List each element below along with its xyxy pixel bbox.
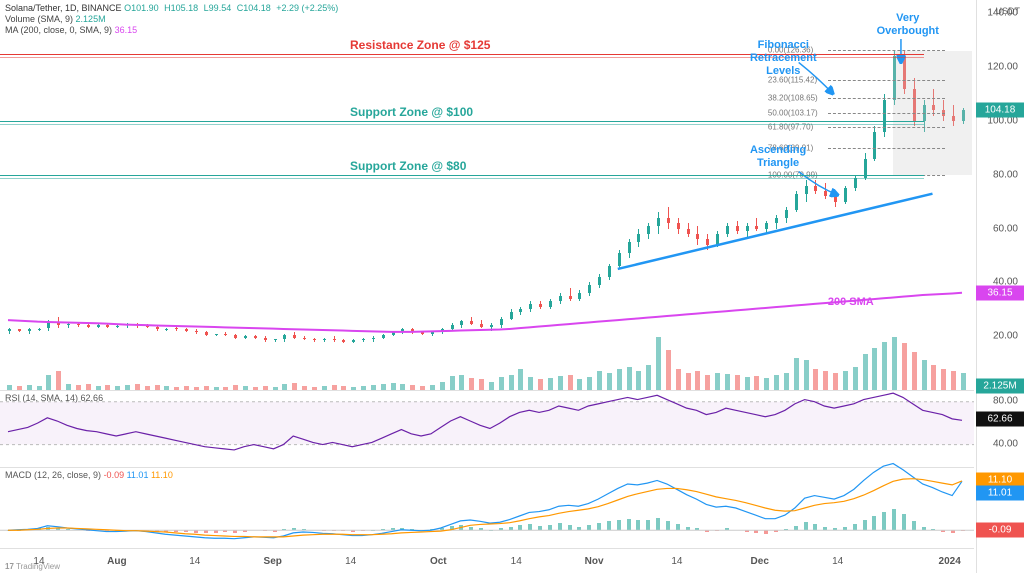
time-label: 14 xyxy=(832,556,843,567)
current-price-badge: 104.18 xyxy=(976,102,1024,117)
support2-line xyxy=(0,175,924,176)
rsi-tick: 40.00 xyxy=(993,438,1018,449)
price-axis[interactable]: USDT20.0040.0060.0080.00100.00120.00140.… xyxy=(976,0,1024,573)
support2-label: Support Zone @ $80 xyxy=(350,159,466,173)
support1-line xyxy=(0,121,924,122)
time-axis[interactable]: 14Aug14Sep14Oct14Nov14Dec142024 xyxy=(0,548,974,573)
macd-line-badge: 11.01 xyxy=(976,486,1024,501)
price-tick: 60.00 xyxy=(993,223,1018,234)
support1-label: Support Zone @ $100 xyxy=(350,105,473,119)
macd-hist-badge: -0.09 xyxy=(976,522,1024,537)
rsi-tick: 80.00 xyxy=(993,395,1018,406)
price-tick: 120.00 xyxy=(987,62,1018,73)
ma-price-badge: 36.15 xyxy=(976,285,1024,300)
rsi-badge: 62.66 xyxy=(976,412,1024,427)
time-label: 2024 xyxy=(939,556,961,567)
resistance-label: Resistance Zone @ $125 xyxy=(350,38,490,52)
price-tick: 140.00 xyxy=(987,8,1018,19)
rsi-line xyxy=(0,391,974,465)
annotation-fib: FibonacciRetracementLevels xyxy=(750,39,817,79)
time-label: 14 xyxy=(511,556,522,567)
support2-line-2 xyxy=(0,178,924,179)
rsi-panel[interactable]: RSI (14, SMA, 14) 62.66 xyxy=(0,390,974,465)
time-label: 14 xyxy=(189,556,200,567)
time-label: 14 xyxy=(671,556,682,567)
annotation-arrows xyxy=(0,0,974,390)
time-label: Oct xyxy=(430,556,447,567)
price-tick: 80.00 xyxy=(993,169,1018,180)
annotation-sma: 200 SMA xyxy=(828,296,874,309)
price-tick: 20.00 xyxy=(993,331,1018,342)
support1-line-2 xyxy=(0,124,924,125)
time-label: Dec xyxy=(751,556,769,567)
tradingview-watermark: 17 TradingView xyxy=(5,562,60,571)
time-label: Nov xyxy=(585,556,604,567)
volume-badge: 2.125M xyxy=(976,379,1024,394)
time-label: 14 xyxy=(345,556,356,567)
time-label: Aug xyxy=(107,556,126,567)
macd-lines xyxy=(0,468,974,547)
chart-container: Solana/Tether, 1D, BINANCE O101.90 H105.… xyxy=(0,0,1024,573)
macd-panel[interactable]: MACD (12, 26, close, 9) -0.09 11.01 11.1… xyxy=(0,467,974,547)
annotation-overbought: VeryOverbought xyxy=(877,12,939,38)
annotation-triangle: AscendingTriangle xyxy=(750,144,806,170)
time-label: Sep xyxy=(264,556,282,567)
main-price-panel[interactable]: 0.00(126.36)23.60(115.42)38.20(108.65)50… xyxy=(0,0,974,390)
